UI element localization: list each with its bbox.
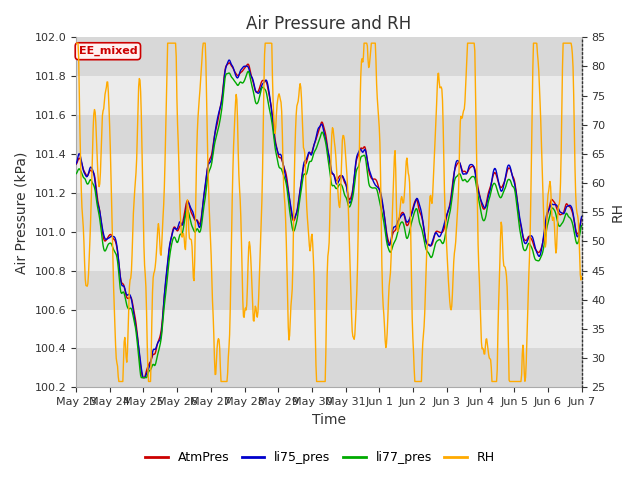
Title: Air Pressure and RH: Air Pressure and RH: [246, 15, 412, 33]
Bar: [76, 76, 582, 115]
Bar: [76, 115, 582, 154]
Bar: [76, 37, 582, 76]
Bar: [76, 154, 582, 193]
Legend: AtmPres, li75_pres, li77_pres, RH: AtmPres, li75_pres, li77_pres, RH: [140, 446, 500, 469]
Y-axis label: RH: RH: [611, 203, 625, 222]
Text: EE_mixed: EE_mixed: [79, 46, 137, 56]
Bar: [76, 193, 582, 232]
Bar: [76, 271, 582, 310]
X-axis label: Time: Time: [312, 413, 346, 427]
Bar: [76, 310, 582, 348]
Bar: [76, 232, 582, 271]
Bar: [76, 348, 582, 387]
Y-axis label: Air Pressure (kPa): Air Pressure (kPa): [15, 151, 29, 274]
